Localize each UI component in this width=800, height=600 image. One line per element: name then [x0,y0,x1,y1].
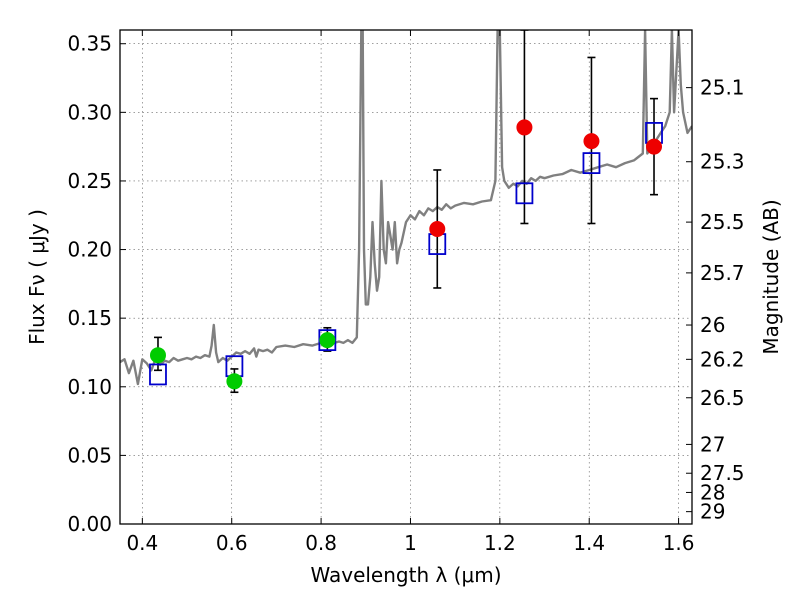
y-tick-label: 0.10 [67,375,112,399]
model-flux-square [582,152,601,175]
x-tick-label: 1.4 [573,531,605,555]
photometry-point [646,138,663,155]
y-tick-label: 0.15 [67,306,112,330]
y-tick-label: 0.00 [67,512,112,536]
x-tick-label: 1.2 [484,531,516,555]
grid-layer [120,30,692,525]
right-y-tick-label: 25.5 [700,210,745,234]
photometry-point [429,220,446,237]
photometry-point [319,332,336,349]
right-y-tick-label: 25.3 [700,150,745,174]
x-tick-label: 1 [404,531,417,555]
plot-frame [119,29,693,525]
x-tick-label: 0.6 [216,531,248,555]
ticks-layer: 0.4 0.6 0.8 1 1.2 1.4 1.6 0.00 0.05 0.10 0.15 0.20 0… [67,30,745,555]
model-flux-square [515,182,534,205]
model-flux-square [149,363,167,386]
right-y-tick-label: 26.2 [700,347,745,371]
y-axis-label: Flux Fν ( μJy ) [25,209,49,345]
photometry-point [516,119,533,136]
photometry-point [583,133,600,150]
photometry-point [149,347,166,364]
y-tick-label: 0.05 [67,443,112,467]
y-tick-label: 0.25 [67,169,112,193]
right-y-tick-label: 27 [700,432,725,456]
y-tick-label: 0.30 [67,100,112,124]
x-tick-label: 0.4 [126,531,158,555]
right-y-tick-label: 26 [700,313,725,337]
right-y-tick-label: 26.5 [700,386,745,410]
x-tick-label: 1.6 [663,531,695,555]
x-axis-label: Wavelength λ (μm) [310,563,501,587]
right-y-axis-label: Magnitude (AB) [759,199,783,354]
right-y-tick-label: 27.5 [700,461,745,485]
plot-area [120,30,692,394]
right-y-tick-label: 28 [700,480,725,504]
sed-model-line [120,30,692,386]
right-y-tick-label: 29 [700,500,725,524]
y-tick-label: 0.20 [67,238,112,262]
photometry-point [226,373,243,390]
right-y-tick-label: 25.1 [700,76,745,100]
right-y-tick-label: 25.7 [700,261,745,285]
y-tick-label: 0.35 [67,32,112,56]
x-tick-label: 0.8 [305,531,337,555]
